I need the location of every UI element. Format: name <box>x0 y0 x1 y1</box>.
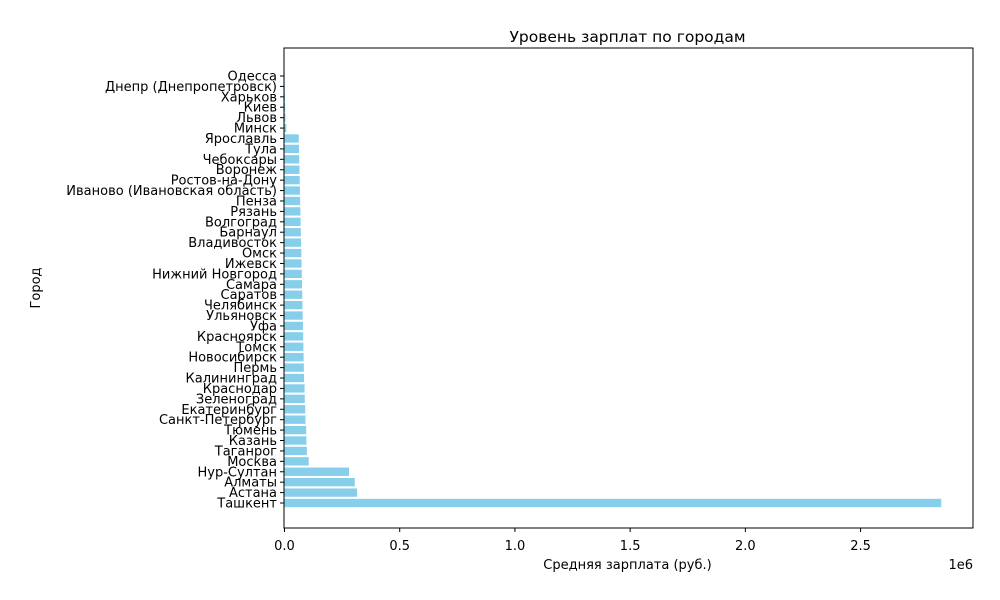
y-tick-label: Рязань <box>230 205 277 220</box>
x-tick-label: 2.0 <box>735 539 756 554</box>
y-tick-label: Тюмень <box>223 424 277 439</box>
x-tick-label: 1.0 <box>505 539 526 554</box>
y-tick-label: Харьков <box>221 90 277 105</box>
y-tick-label: Нур-Султан <box>197 465 277 480</box>
y-tick-label: Москва <box>227 455 277 470</box>
y-ticks-layer: ТашкентАстанаАлматыНур-СултанМоскваТаган… <box>66 70 284 512</box>
y-tick-label: Самара <box>226 278 277 293</box>
bar <box>284 113 286 122</box>
y-tick-label: Пермь <box>234 361 278 376</box>
x-axis-multiplier-label: 1e6 <box>948 558 973 573</box>
bar <box>284 175 300 185</box>
y-tick-label: Саратов <box>221 288 277 303</box>
y-tick-label: Ростов-на-Дону <box>171 174 278 189</box>
y-tick-label: Калининград <box>186 372 277 387</box>
bar <box>284 332 304 341</box>
y-tick-label: Одесса <box>228 70 277 85</box>
bar <box>284 186 300 195</box>
bar <box>284 300 303 310</box>
bar <box>284 425 307 435</box>
bar <box>284 207 301 216</box>
bar <box>284 290 303 299</box>
bar <box>284 342 304 351</box>
y-tick-label: Львов <box>236 111 277 126</box>
y-tick-label: Новосибирск <box>188 351 277 366</box>
bar <box>284 196 301 206</box>
y-tick-label: Омск <box>242 247 277 262</box>
bar <box>284 405 306 414</box>
bar <box>284 238 302 247</box>
bar <box>284 217 301 226</box>
y-tick-label: Нижний Новгород <box>152 267 277 282</box>
y-tick-label: Ижевск <box>225 257 277 272</box>
y-tick-label: Астана <box>229 486 277 501</box>
y-tick-label: Пенза <box>236 194 277 209</box>
x-tick-label: 1.5 <box>620 539 641 554</box>
y-tick-label: Ярославль <box>205 132 277 147</box>
y-tick-label: Санкт-Петербург <box>159 413 277 428</box>
y-tick-label: Уфа <box>250 319 277 334</box>
axes-frame <box>283 47 974 529</box>
y-tick-label: Томск <box>235 340 277 355</box>
y-tick-label: Чебоксары <box>203 153 277 168</box>
bar <box>284 488 358 497</box>
y-tick-label: Иваново (Ивановская область) <box>66 184 277 199</box>
bar <box>284 311 303 320</box>
chart-title: Уровень зарплат по городам <box>509 28 745 46</box>
y-axis-label: Город <box>29 267 44 308</box>
bar <box>284 144 300 154</box>
bar <box>284 478 355 487</box>
bar <box>284 363 304 372</box>
y-tick-label: Челябинск <box>204 299 277 314</box>
x-axis-label: Средняя зарплата (руб.) <box>543 558 711 573</box>
bar <box>284 259 302 268</box>
bar <box>284 155 300 164</box>
y-tick-label: Владивосток <box>188 236 277 251</box>
bar <box>284 353 304 362</box>
y-tick-label: Ташкент <box>216 497 277 512</box>
y-tick-label: Барнаул <box>219 226 277 241</box>
y-tick-label: Ульяновск <box>206 309 277 324</box>
bars-layer <box>284 71 942 508</box>
y-tick-label: Воронеж <box>216 163 278 178</box>
bar <box>284 103 286 112</box>
bar <box>284 321 303 331</box>
bar <box>284 436 307 445</box>
x-ticks-layer: 0.0 0.5 1.0 1.5 2.0 2.5 <box>274 528 871 554</box>
y-tick-label: Казань <box>229 434 277 449</box>
y-tick-label: Екатеринбург <box>181 403 277 418</box>
y-tick-label: Краснодар <box>203 382 277 397</box>
bar <box>284 394 305 404</box>
y-tick-label: Киев <box>244 101 277 116</box>
bar <box>284 269 302 279</box>
y-tick-label: Волгоград <box>205 215 277 230</box>
bar <box>284 248 302 258</box>
x-tick-label: 0.5 <box>389 539 410 554</box>
bar <box>284 446 307 456</box>
bar <box>284 467 350 476</box>
bar <box>284 228 301 237</box>
bar <box>284 123 287 133</box>
bar <box>284 373 305 383</box>
bar <box>284 415 306 424</box>
x-tick-label: 0.0 <box>274 539 295 554</box>
bar <box>284 280 303 289</box>
y-tick-label: Тула <box>244 142 277 157</box>
bar <box>284 384 305 393</box>
bar <box>284 165 300 174</box>
y-tick-label: Алматы <box>224 476 277 491</box>
bar <box>284 134 299 143</box>
y-tick-label: Таганрог <box>214 444 277 459</box>
x-tick-label: 2.5 <box>850 539 871 554</box>
bar <box>284 498 942 508</box>
bar <box>284 457 309 466</box>
y-tick-label: Красноярск <box>197 330 277 345</box>
y-tick-label: Днепр (Днепропетровск) <box>105 80 277 95</box>
y-tick-label: Минск <box>234 122 277 137</box>
y-tick-label: Зеленоград <box>196 392 277 407</box>
